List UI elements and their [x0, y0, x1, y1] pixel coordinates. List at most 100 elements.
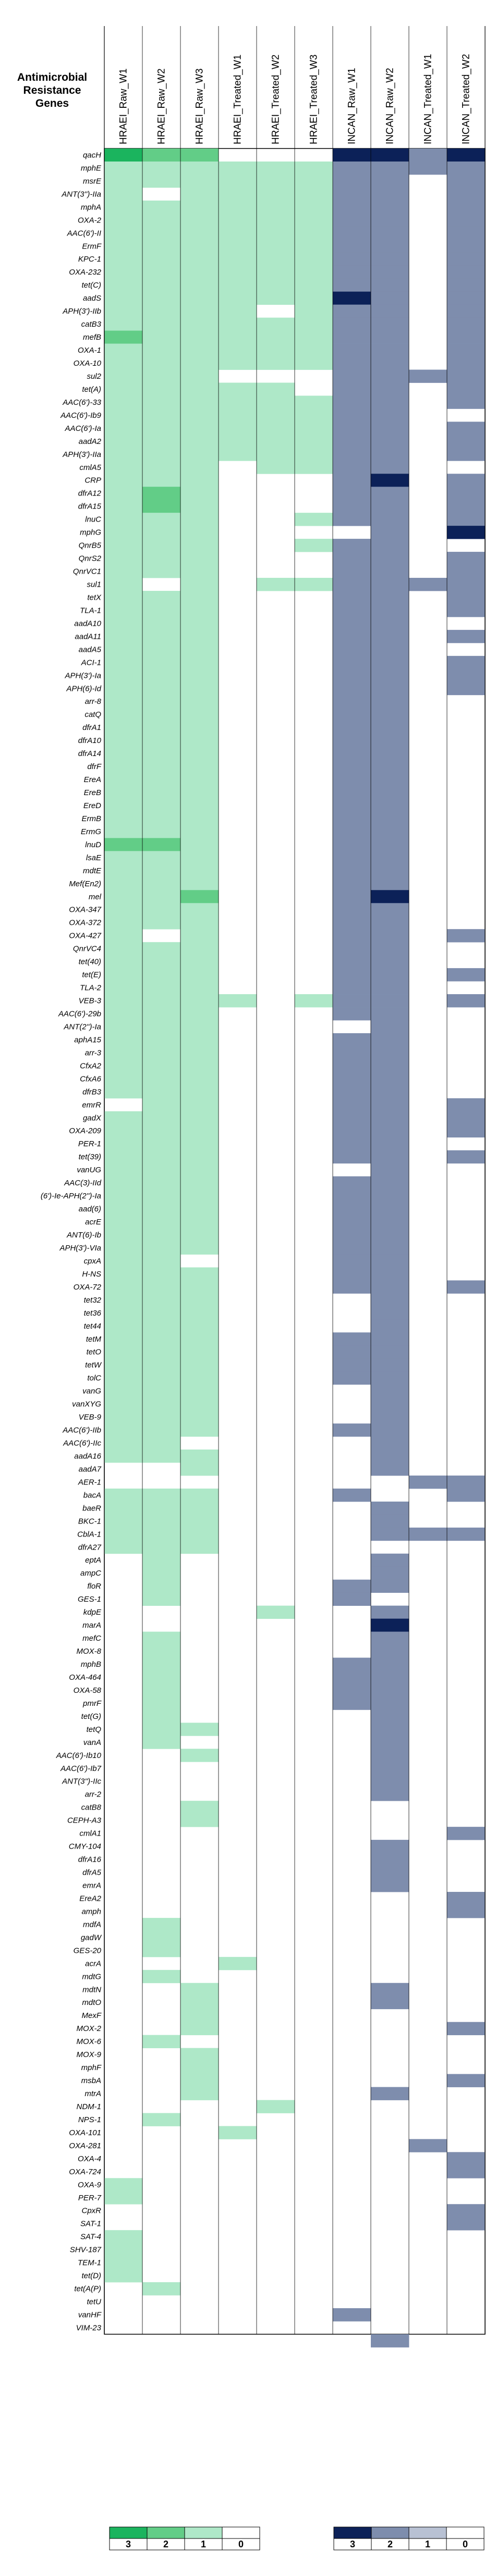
heatmap-cell: [219, 213, 257, 227]
heatmap-cell: [104, 812, 143, 825]
heatmap-cell: [333, 929, 371, 943]
heatmap-cell: [142, 1254, 181, 1268]
heatmap-cell: [371, 1762, 409, 1775]
heatmap-cell: [333, 252, 371, 266]
heatmap-cell: [142, 877, 181, 890]
heatmap-cell: [371, 330, 409, 344]
gene-label: mdtG: [82, 1972, 101, 1981]
heatmap-cell: [371, 1176, 409, 1190]
heatmap-cell: [371, 590, 409, 604]
heatmap-cell: [180, 1319, 219, 1333]
heatmap-cell: [371, 1332, 409, 1346]
heatmap-cell: [333, 1345, 371, 1359]
heatmap-cell: [180, 603, 219, 617]
heatmap-cell: [142, 343, 181, 357]
gene-label: tolC: [87, 1374, 101, 1383]
heatmap-cell: [371, 642, 409, 657]
heatmap-cell: [104, 1059, 143, 1073]
heatmap-cell: [142, 916, 181, 930]
heatmap-cell: [333, 1371, 371, 1385]
heatmap-cell: [180, 1462, 219, 1476]
column-gridlines: [104, 26, 486, 2334]
heatmap-cell: [142, 265, 181, 279]
heatmap-cell: [142, 616, 181, 630]
heatmap-cell: [333, 760, 371, 773]
gene-label: mdfA: [83, 1920, 101, 1929]
heatmap-cell: [257, 252, 295, 266]
heatmap-cell: [371, 682, 409, 696]
gene-label: CMY-104: [69, 1842, 101, 1851]
heatmap-cell: [333, 877, 371, 890]
heatmap-cell: [371, 1683, 409, 1697]
heatmap-cell: [180, 1111, 219, 1125]
heatmap-cell: [371, 2334, 409, 2348]
heatmap-cell: [142, 1280, 181, 1294]
heatmap-cell: [142, 903, 181, 917]
heatmap-cell: [447, 1488, 486, 1502]
legend-swatch: [408, 2527, 447, 2539]
gene-label: SAT-4: [80, 2233, 101, 2241]
heatmap-cell: [180, 422, 219, 435]
gene-label: aadS: [83, 294, 101, 303]
heatmap-cell: [333, 291, 371, 305]
heatmap-cell: [142, 1072, 181, 1086]
heatmap-cell: [142, 408, 181, 422]
heatmap-cell: [333, 1189, 371, 1203]
heatmap-cell: [333, 330, 371, 344]
heatmap-cell: [371, 1879, 409, 1892]
gene-label: CEPH-A3: [67, 1816, 102, 1825]
heatmap-cell: [333, 395, 371, 409]
legend-swatch: [147, 2527, 185, 2539]
gene-label: AAC(6')-Ib7: [60, 1764, 102, 1773]
gene-label: vanG: [82, 1387, 101, 1396]
heatmap-cell: [257, 2100, 295, 2113]
gene-label: mphF: [81, 2063, 102, 2072]
gene-label: MOX-9: [76, 2050, 101, 2059]
gene-label: sul2: [87, 372, 101, 381]
legend-label: 3: [350, 2539, 355, 2549]
heatmap-cell: [180, 1241, 219, 1255]
heatmap-cell: [409, 1527, 447, 1541]
heatmap-cell: [104, 773, 143, 786]
heatmap-cell: [371, 1254, 409, 1268]
heatmap-cell: [447, 578, 486, 591]
heatmap-cell: [180, 174, 219, 188]
heatmap-cell: [333, 1137, 371, 1151]
heatmap-cell: [142, 1228, 181, 1242]
column-label: INCAN_Raw_W2: [385, 68, 396, 144]
heatmap-cell: [180, 239, 219, 253]
heatmap-cell: [142, 708, 181, 722]
column-label: HRAEI_Raw_W2: [156, 68, 167, 144]
heatmap-cell: [371, 1723, 409, 1736]
heatmap-cell: [257, 213, 295, 227]
heatmap-cell: [104, 395, 143, 409]
heatmap-cell: [447, 552, 486, 565]
heatmap-cell: [180, 2074, 219, 2087]
gene-label: cmlA1: [79, 1829, 101, 1838]
heatmap-cell: [371, 1514, 409, 1528]
heatmap-cell: [371, 317, 409, 331]
gene-label: gadW: [81, 1933, 102, 1942]
heatmap-cell: [180, 1345, 219, 1359]
heatmap-cell: [180, 513, 219, 526]
heatmap-cell: [409, 161, 447, 175]
gene-label: MOX-8: [76, 1647, 101, 1656]
heatmap-cell: [180, 1814, 219, 1827]
heatmap-cell: [371, 1657, 409, 1671]
heatmap-cell: [142, 942, 181, 956]
heatmap-cell: [371, 616, 409, 630]
gene-label: tet(A): [82, 385, 101, 394]
heatmap-cell: [180, 552, 219, 565]
legend-swatch: [222, 2527, 260, 2539]
column-label: HRAEI_Raw_W1: [118, 68, 129, 144]
gene-label: floR: [87, 1582, 101, 1591]
heatmap-cell: [333, 721, 371, 735]
gene-label: QnrVC4: [73, 945, 101, 953]
heatmap-cell: [333, 773, 371, 786]
heatmap-cell: [295, 317, 333, 331]
heatmap-cell: [180, 747, 219, 760]
heatmap-cell: [180, 1723, 219, 1736]
heatmap-cell: [371, 1124, 409, 1138]
heatmap-cell: [142, 1501, 181, 1515]
heatmap-cell: [257, 461, 295, 474]
